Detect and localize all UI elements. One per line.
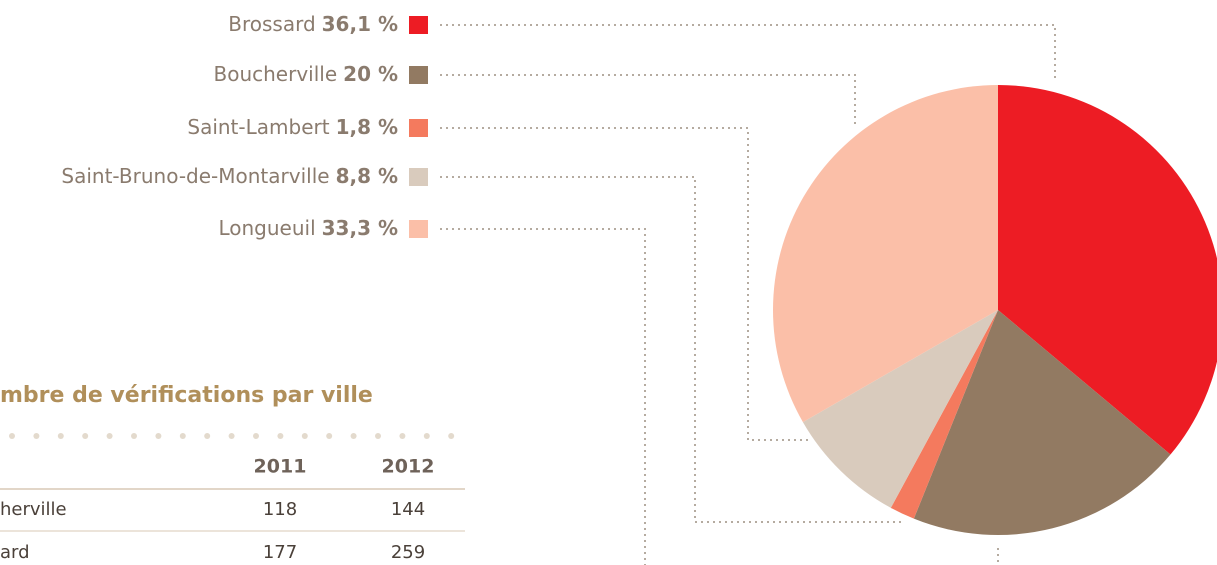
value-label: 8,8 % [336, 164, 398, 188]
legend-entry: Brossard 36,1 % [228, 12, 398, 36]
dot [423, 433, 430, 439]
dot [106, 433, 113, 439]
pie-slice [773, 85, 998, 423]
dot [253, 433, 259, 439]
legend-label: Brossard [228, 12, 315, 36]
legend-swatch [409, 220, 428, 238]
dot [375, 433, 381, 439]
pie [773, 85, 1217, 536]
value-label: 33,3 % [322, 216, 398, 240]
legend-entry: Boucherville 20 % [214, 62, 399, 86]
pie-slice [890, 310, 998, 519]
legend-entry: Longueuil 33,3 % [218, 216, 398, 240]
cell: 118 [263, 499, 297, 520]
dot [131, 433, 137, 439]
dot [33, 433, 40, 439]
dot [228, 433, 235, 439]
leader-lines [440, 24, 1056, 565]
dot-rule [9, 433, 455, 439]
pie-slice [913, 310, 1171, 536]
legend-swatch [409, 66, 428, 84]
dot [155, 433, 162, 439]
pie-slice [802, 310, 998, 508]
value-label: 20 % [343, 62, 398, 86]
legend-label: Saint-Bruno-de-Montarville [61, 164, 329, 188]
dot [350, 433, 357, 439]
legend-label: Boucherville [214, 62, 338, 86]
dot [326, 433, 333, 439]
legend-swatch [409, 16, 428, 34]
dot [57, 433, 64, 439]
table: 2011 2012 herville 118 144 ard 177 259 [0, 456, 465, 563]
legend-entry: Saint-Bruno-de-Montarville 8,8 % [61, 164, 398, 188]
column-header: 2012 [382, 456, 435, 478]
dot [399, 433, 406, 439]
dot [9, 433, 15, 439]
dot [448, 433, 455, 439]
column-header: 2011 [254, 456, 307, 478]
legend-swatch [409, 119, 428, 137]
dot [82, 433, 89, 439]
dot [277, 433, 284, 439]
table-title: mbre de vérifications par ville [0, 383, 373, 408]
dot [204, 433, 211, 439]
dot [179, 433, 186, 439]
row-label: ard [0, 542, 30, 563]
legend-label: Saint-Lambert [187, 115, 329, 139]
legend-label: Longueuil [218, 216, 315, 240]
dot [301, 433, 308, 439]
legend-swatch [409, 168, 428, 186]
value-label: 36,1 % [322, 12, 398, 36]
legend: Brossard 36,1 % Boucherville 20 % Saint-Lamb… [61, 12, 428, 240]
cell: 144 [391, 499, 425, 520]
value-label: 1,8 % [336, 115, 398, 139]
pie-slice [998, 85, 1217, 455]
cell: 259 [391, 542, 425, 563]
cell: 177 [263, 542, 297, 563]
legend-entry: Saint-Lambert 1,8 % [187, 115, 398, 139]
row-label: herville [0, 499, 67, 520]
